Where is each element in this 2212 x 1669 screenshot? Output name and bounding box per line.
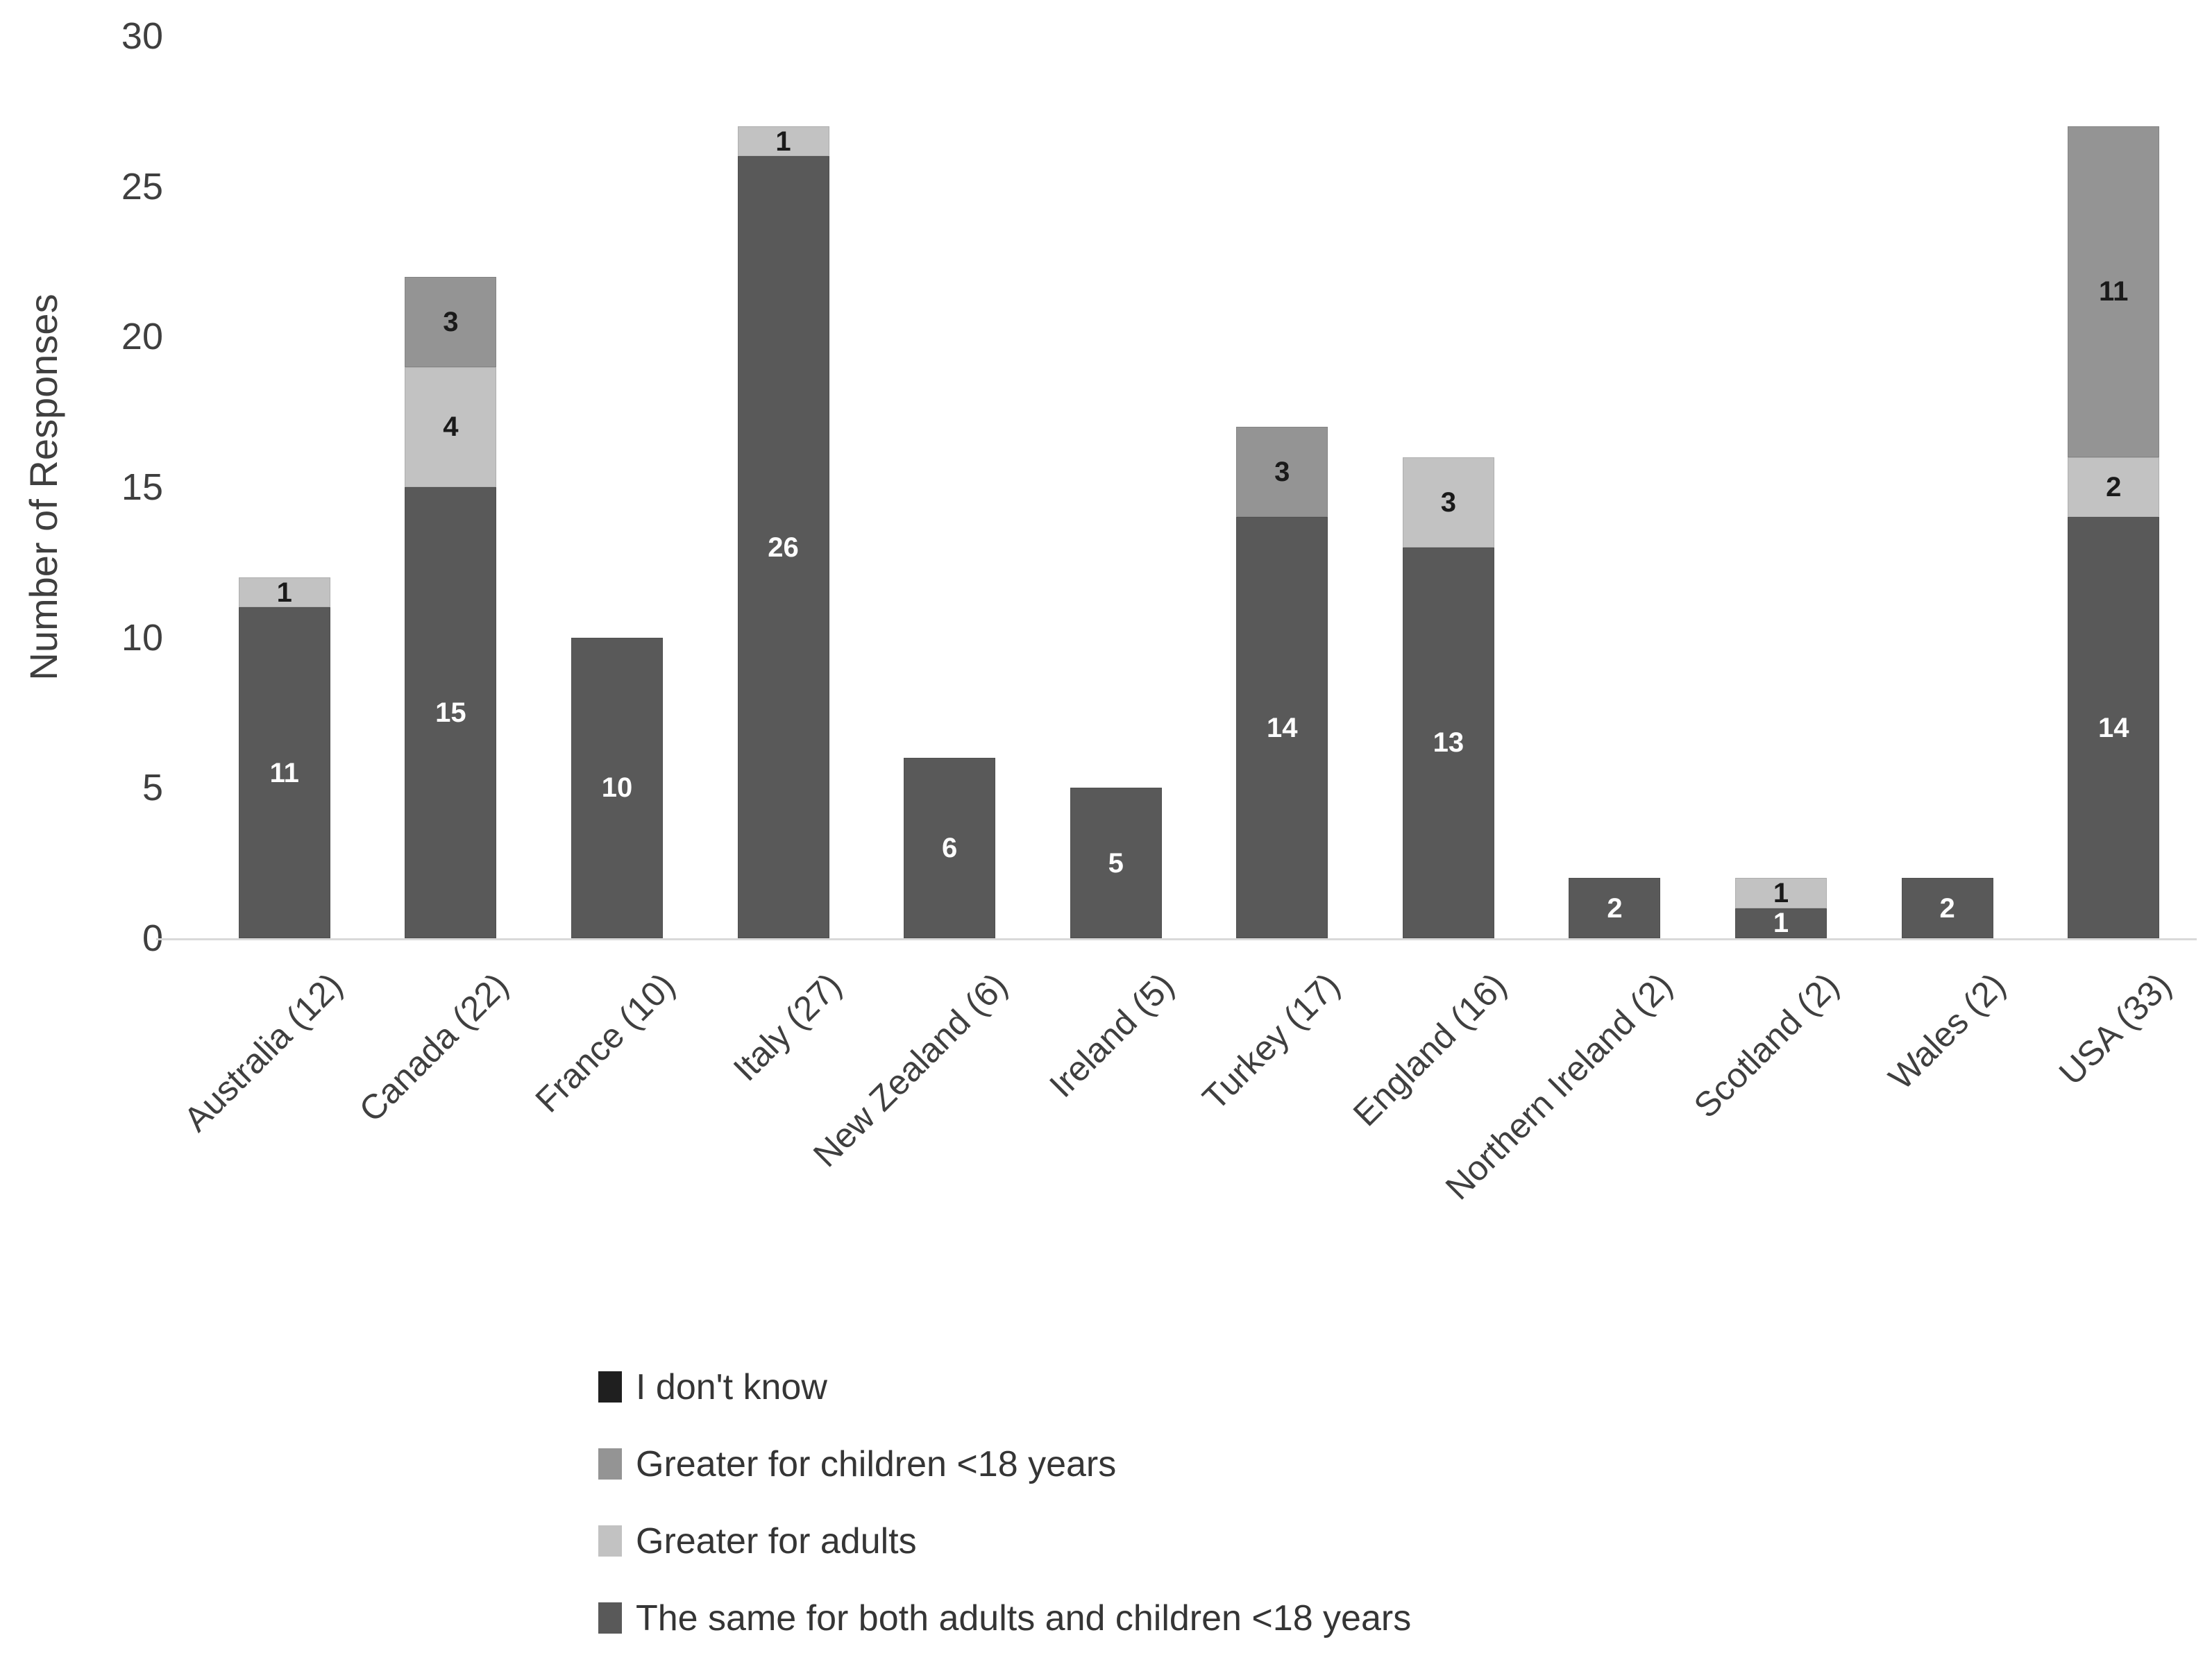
legend-swatch-same	[598, 1602, 622, 1634]
segment-children: 3	[405, 276, 497, 367]
segment-adults: 2	[2068, 457, 2160, 518]
x-tick-label: Italy (27)	[725, 965, 849, 1089]
y-tick-label: 10	[121, 616, 163, 659]
segment-value-label: 2	[1607, 892, 1623, 924]
bar-france-10: 10	[571, 637, 663, 938]
legend-label: The same for both adults and children <1…	[636, 1598, 1412, 1638]
segment-same: 15	[405, 486, 497, 938]
bar-turkey-17: 14 3	[1236, 427, 1328, 938]
bar-ireland-5: 5	[1070, 788, 1162, 938]
legend-swatch-children	[598, 1448, 622, 1480]
legend-item-children: Greater for children <18 years	[598, 1443, 1411, 1484]
legend-item-adults: Greater for adults	[598, 1520, 1411, 1561]
segment-value-label: 11	[269, 757, 299, 788]
segment-value-label: 3	[1440, 486, 1456, 518]
segment-value-label: 5	[1108, 847, 1124, 879]
y-tick-label: 25	[121, 165, 163, 207]
y-tick-label: 30	[121, 15, 163, 57]
segment-adults: 3	[1402, 457, 1494, 548]
y-tick-label: 15	[121, 466, 163, 508]
legend-label: Greater for children <18 years	[636, 1443, 1117, 1484]
segment-value-label: 1	[1773, 877, 1789, 908]
segment-value-label: 14	[2097, 712, 2129, 743]
x-tick-label: Wales (2)	[1880, 965, 2013, 1097]
legend-item-idk: I don't know	[598, 1366, 1411, 1407]
segment-same: 10	[571, 637, 663, 938]
x-tick-label: France (10)	[527, 965, 682, 1120]
bar-northern-ireland-2: 2	[1569, 878, 1661, 938]
x-tick-label: USA (33)	[2052, 965, 2179, 1093]
bar-new-zealand-6: 6	[904, 758, 996, 938]
segment-adults: 1	[238, 577, 330, 608]
legend-label: Greater for adults	[636, 1520, 917, 1561]
x-axis-line	[156, 938, 2197, 940]
segment-same: 2	[1901, 878, 1993, 938]
segment-value-label: 1	[1773, 908, 1789, 939]
segment-adults: 1	[737, 126, 829, 157]
segment-same: 6	[904, 758, 996, 938]
segment-same: 2	[1569, 878, 1661, 938]
bar-italy-27: 26 1	[737, 126, 829, 938]
segment-value-label: 26	[768, 532, 799, 563]
segment-same: 1	[1735, 908, 1827, 938]
bar-canada-22: 15 4 3	[405, 276, 497, 938]
segment-value-label: 2	[1939, 892, 1955, 924]
legend: I don't know Greater for children <18 yea…	[598, 1366, 1412, 1669]
legend-label: I don't know	[636, 1366, 827, 1407]
segment-same: 13	[1402, 547, 1494, 938]
y-tick-label: 20	[121, 316, 163, 358]
segment-same: 14	[1236, 517, 1328, 938]
bar-wales-2: 2	[1901, 878, 1993, 938]
segment-value-label: 3	[443, 306, 459, 337]
segment-same: 11	[238, 607, 330, 938]
x-tick-label: New Zealand (6)	[806, 965, 1015, 1175]
segment-children: 3	[1236, 427, 1328, 518]
segment-value-label: 15	[435, 697, 466, 728]
segment-adults: 1	[1735, 878, 1827, 908]
bar-usa-33: 14 2 11	[2068, 126, 2160, 938]
x-tick-label: Ireland (5)	[1041, 965, 1181, 1105]
segment-value-label: 11	[2099, 276, 2129, 307]
x-tick-label: Northern Ireland (2)	[1438, 965, 1680, 1208]
legend-swatch-idk	[598, 1371, 622, 1403]
segment-adults: 4	[405, 366, 497, 487]
x-tick-label: Scotland (2)	[1686, 965, 1846, 1126]
segment-value-label: 3	[1274, 457, 1290, 488]
segment-value-label: 1	[775, 126, 791, 157]
segment-same: 5	[1070, 788, 1162, 938]
legend-swatch-adults	[598, 1525, 622, 1557]
segment-value-label: 10	[601, 772, 633, 804]
y-tick-label: 5	[142, 767, 163, 809]
segment-value-label: 2	[2106, 472, 2122, 503]
segment-value-label: 14	[1267, 712, 1298, 743]
segment-value-label: 6	[942, 833, 958, 863]
segment-same: 26	[737, 156, 829, 938]
segment-same: 14	[2068, 517, 2160, 938]
bar-england-16: 13 3	[1402, 457, 1494, 938]
segment-value-label: 1	[276, 577, 292, 608]
segment-value-label: 4	[443, 412, 459, 443]
segment-children: 11	[2068, 126, 2160, 457]
x-tick-label: Canada (22)	[352, 965, 516, 1130]
x-tick-label: England (16)	[1345, 965, 1514, 1134]
x-tick-label: Turkey (17)	[1195, 965, 1348, 1118]
legend-item-same: The same for both adults and children <1…	[598, 1598, 1412, 1638]
bar-australia-12: 11 1	[238, 577, 330, 938]
y-tick-label: 0	[142, 917, 163, 959]
segment-value-label: 13	[1433, 727, 1464, 759]
